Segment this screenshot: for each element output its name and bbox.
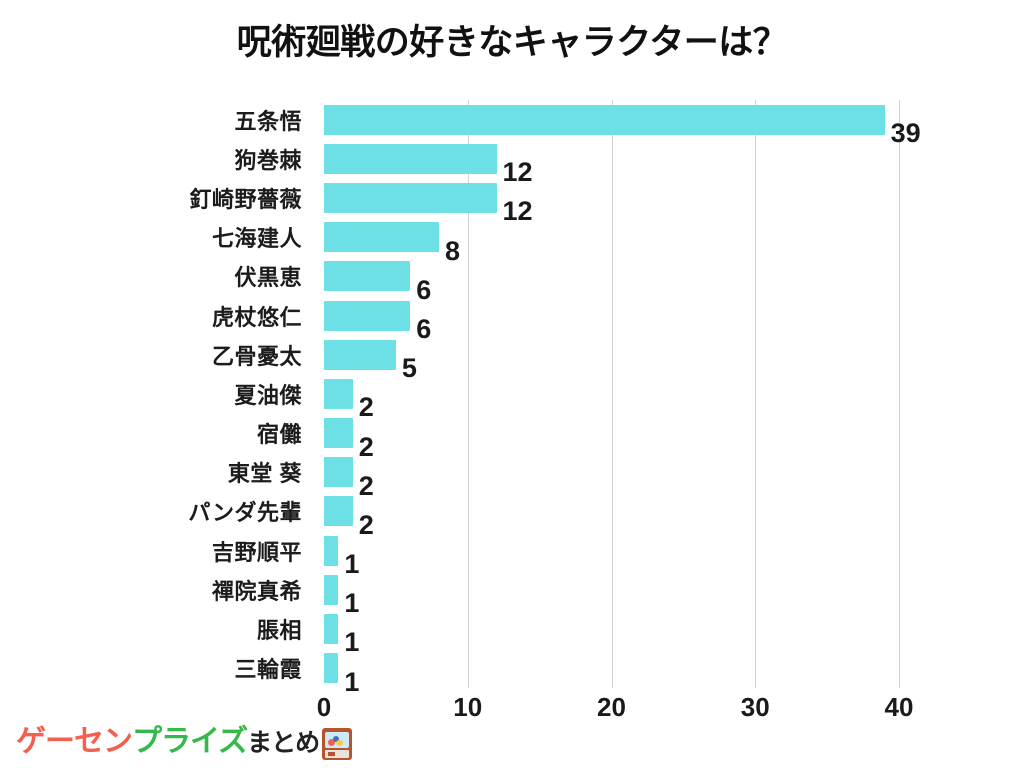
category-label: 東堂 葵 — [227, 461, 302, 487]
bar — [324, 104, 885, 135]
bar-value-label: 1 — [344, 549, 360, 580]
category-label-row: 狗巻棘 — [0, 139, 312, 178]
bar — [324, 339, 396, 370]
bar-value-label: 12 — [502, 157, 533, 188]
x-tick-label: 0 — [316, 692, 332, 722]
x-tick-label: 10 — [453, 692, 483, 722]
bar-row: 8 — [324, 218, 899, 264]
bar-value-label: 1 — [344, 588, 360, 619]
category-label-row: 虎杖悠仁 — [0, 296, 312, 335]
bar — [324, 222, 439, 253]
category-label: 伏黒恵 — [234, 265, 302, 291]
bar — [324, 574, 339, 605]
category-label: 夏油傑 — [234, 382, 302, 408]
bar-row: 6 — [324, 296, 899, 342]
bar-value-label: 5 — [401, 353, 417, 384]
bar — [324, 378, 353, 409]
watermark-text-part2: プライズ — [132, 724, 248, 759]
category-label-row: 夏油傑 — [0, 374, 312, 413]
bar-row: 39 — [324, 100, 921, 147]
category-label: 吉野順平 — [211, 539, 302, 565]
bar — [324, 143, 497, 174]
bar-row: 2 — [324, 492, 899, 538]
category-label: パンダ先輩 — [188, 500, 302, 526]
category-label-row: 宿儺 — [0, 414, 312, 453]
bar-chart: 五条悟狗巻棘釘崎野薔薇七海建人伏黒恵虎杖悠仁乙骨憂太夏油傑宿儺東堂 葵パンダ先輩… — [0, 100, 1024, 722]
category-label: 狗巻棘 — [234, 147, 302, 173]
bar — [324, 614, 339, 645]
bar-row: 1 — [324, 531, 899, 578]
category-label-row: 伏黒恵 — [0, 257, 312, 296]
category-label: 釘崎野薔薇 — [189, 186, 302, 212]
category-label: 脹相 — [256, 618, 302, 644]
x-axis-tick-labels: 0 10 20 30 40 — [317, 692, 914, 732]
page-title: 呪術廻戦の好きなキャラクターは？ — [236, 23, 788, 62]
category-label-row: 東堂 葵 — [0, 453, 312, 492]
category-label-row: 三輪霞 — [0, 649, 312, 688]
bar-row: 5 — [324, 335, 899, 382]
bar-value-label: 2 — [358, 431, 374, 462]
bar — [324, 261, 411, 292]
x-tick-label: 30 — [740, 692, 770, 722]
category-label: 五条悟 — [234, 108, 302, 134]
bar-row: 2 — [324, 414, 899, 460]
bar-value-label: 2 — [358, 470, 374, 501]
bar-value-label: 6 — [416, 313, 432, 344]
x-tick-label: 20 — [597, 692, 626, 722]
bar — [324, 496, 353, 527]
bar — [324, 457, 353, 488]
bar-value-label: 1 — [344, 666, 360, 697]
category-label-row: 吉野順平 — [0, 531, 312, 570]
bar-value-label: 6 — [416, 274, 432, 305]
bar-value-label: 8 — [445, 235, 461, 266]
bar-row: 1 — [324, 570, 899, 617]
bar-row: 1 — [324, 609, 899, 656]
category-label-row: 七海建人 — [0, 218, 312, 257]
category-label-row: 禪院真希 — [0, 570, 312, 609]
crane-game-machine-icon — [322, 728, 353, 760]
category-label: 三輪霞 — [234, 657, 302, 683]
bar — [324, 535, 339, 566]
category-label: 七海建人 — [211, 226, 302, 252]
bar-value-label: 2 — [358, 509, 374, 540]
category-label: 乙骨憂太 — [211, 343, 302, 369]
bar-row: 12 — [324, 178, 899, 225]
bar — [324, 653, 339, 684]
bar-value-label: 39 — [890, 118, 921, 148]
bar — [324, 300, 411, 331]
bar-rows: 39 12 12 8 6 6 5 2 2 2 2 1 1 1 1 — [324, 100, 921, 695]
bar-value-label: 1 — [344, 627, 360, 658]
category-label-row: 乙骨憂太 — [0, 335, 312, 374]
category-label-row: 脹相 — [0, 609, 312, 648]
bar-value-label: 2 — [358, 392, 374, 423]
x-tick-label: 40 — [884, 692, 914, 722]
category-label: 虎杖悠仁 — [211, 304, 302, 330]
bar-row: 12 — [324, 139, 899, 186]
category-label-row: パンダ先輩 — [0, 492, 312, 531]
category-label-row: 釘崎野薔薇 — [0, 178, 312, 217]
y-axis-category-labels: 五条悟狗巻棘釘崎野薔薇七海建人伏黒恵虎杖悠仁乙骨憂太夏油傑宿儺東堂 葵パンダ先輩… — [0, 100, 312, 688]
category-label: 禪院真希 — [211, 578, 302, 604]
bar-value-label: 12 — [502, 196, 533, 227]
category-label: 宿儺 — [256, 422, 302, 448]
bar — [324, 182, 497, 213]
bar-row: 2 — [324, 453, 899, 499]
plot-area: 39 12 12 8 6 6 5 2 2 2 2 1 1 1 1 — [324, 100, 921, 695]
bar-row: 2 — [324, 374, 899, 421]
category-label-row: 五条悟 — [0, 100, 312, 139]
bar-row: 6 — [324, 257, 899, 303]
watermark-text-part3: まとめ — [247, 728, 320, 757]
bar — [324, 418, 353, 449]
gridline-40 — [899, 100, 900, 688]
watermark-text-part1: ゲーセン — [16, 724, 133, 759]
watermark-logo: ゲーセン プライズ まとめ — [16, 716, 353, 760]
bar-row: 1 — [324, 649, 899, 695]
